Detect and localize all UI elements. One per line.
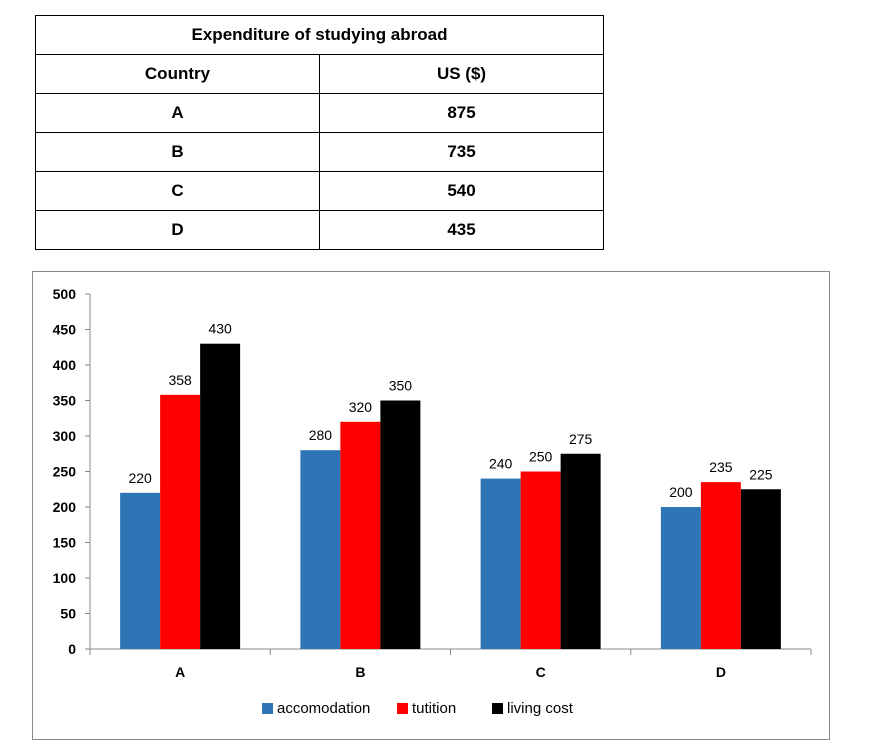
data-label: 275 (569, 431, 593, 447)
y-tick-label: 50 (60, 606, 76, 622)
legend-swatch (492, 703, 503, 714)
data-label: 350 (389, 378, 413, 394)
bar-tutition (340, 421, 381, 649)
y-tick-label: 300 (53, 428, 77, 444)
bar-accomodation (300, 450, 341, 649)
y-tick-label: 0 (68, 641, 76, 657)
cell-country: D (35, 210, 320, 250)
x-tick-label: D (716, 664, 726, 680)
x-tick-label: B (355, 664, 365, 680)
bar-living-cost (380, 400, 421, 649)
bar-accomodation (480, 478, 521, 649)
legend-swatch (262, 703, 273, 714)
table-header-row: Country US ($) (35, 54, 604, 94)
bar-tutition (700, 482, 741, 649)
data-label: 430 (208, 321, 232, 337)
y-tick-label: 100 (53, 570, 77, 586)
cell-country: B (35, 132, 320, 172)
table-row: C 540 (35, 171, 604, 211)
cell-country: A (35, 93, 320, 133)
table-row: D 435 (35, 210, 604, 250)
data-label: 358 (168, 372, 192, 388)
bar-tutition (160, 394, 201, 649)
bar-living-cost (200, 343, 241, 649)
bar-accomodation (120, 492, 161, 649)
bar-living-cost (740, 489, 781, 649)
data-label: 200 (669, 484, 693, 500)
cell-amount: 435 (319, 210, 604, 250)
table-row: A 875 (35, 93, 604, 133)
data-label: 220 (128, 470, 152, 486)
bar-living-cost (560, 453, 601, 649)
legend-label: living cost (507, 700, 574, 717)
legend-label: tutition (412, 700, 456, 717)
y-tick-label: 350 (53, 393, 77, 409)
x-tick-label: A (175, 664, 185, 680)
table-row: B 735 (35, 132, 604, 172)
y-tick-label: 200 (53, 499, 77, 515)
header-country: Country (35, 54, 320, 94)
y-tick-label: 150 (53, 535, 77, 551)
legend-label: accomodation (277, 700, 370, 717)
legend-swatch (397, 703, 408, 714)
bar-tutition (520, 471, 561, 649)
expenditure-table: Expenditure of studying abroad Country U… (35, 15, 604, 250)
chart-frame: 0 50 100 150 200 250 300 350 400 450 500 A 220 358 430… (32, 271, 830, 740)
bar-accomodation (660, 507, 701, 649)
x-tick-label: C (536, 664, 546, 680)
data-label: 280 (309, 427, 333, 443)
y-tick-label: 400 (53, 357, 77, 373)
cell-amount: 875 (319, 93, 604, 133)
y-tick-label: 450 (53, 322, 77, 338)
y-tick-label: 500 (53, 286, 77, 302)
table-title: Expenditure of studying abroad (35, 15, 604, 55)
y-tick-label: 250 (53, 464, 77, 480)
bar-chart: 0 50 100 150 200 250 300 350 400 450 500 A 220 358 430… (53, 286, 812, 717)
header-amount: US ($) (319, 54, 604, 94)
cell-amount: 540 (319, 171, 604, 211)
data-label: 250 (529, 449, 553, 465)
data-label: 235 (709, 459, 733, 475)
data-label: 240 (489, 456, 513, 472)
cell-amount: 735 (319, 132, 604, 172)
data-label: 225 (749, 466, 773, 482)
cell-country: C (35, 171, 320, 211)
data-label: 320 (349, 399, 373, 415)
